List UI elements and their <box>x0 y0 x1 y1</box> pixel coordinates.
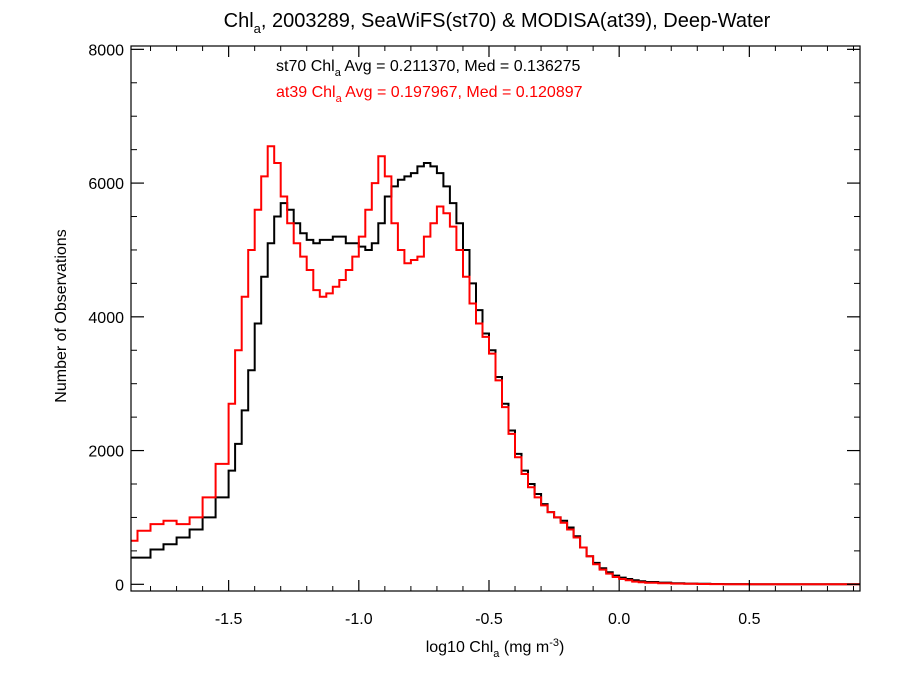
annotation-at39: at39 Chla Avg = 0.197967, Med = 0.120897 <box>276 84 583 105</box>
x-tick-label: -0.5 <box>475 611 503 628</box>
y-tick-label: 8000 <box>88 42 124 59</box>
ticks-layer: -1.5 -1.0 -0.5 0.0 0.5 0 2000 4000 6000 8000 <box>88 42 860 628</box>
series-line-1 <box>131 145 860 586</box>
x-tick-label: -1.0 <box>345 611 373 628</box>
y-tick-label: 6000 <box>88 176 124 193</box>
x-tick-label: 0.0 <box>608 611 630 628</box>
x-axis-label: log10 Chla (mg m-3) <box>426 637 565 660</box>
annotation-st70: st70 Chla Avg = 0.211370, Med = 0.136275 <box>276 58 581 79</box>
x-tick-label: -1.5 <box>215 611 243 628</box>
plot-frame <box>130 45 861 592</box>
series-layer <box>131 145 860 586</box>
chart-title: Chla, 2003289, SeaWiFS(st70) & MODISA(at… <box>224 10 771 36</box>
series-line-0 <box>131 162 860 586</box>
x-tick-label: 0.5 <box>738 611 760 628</box>
y-tick-label: 0 <box>115 577 124 594</box>
y-axis-label: Number of Observations <box>53 229 70 402</box>
y-tick-label: 2000 <box>88 444 124 461</box>
y-tick-label: 4000 <box>88 310 124 327</box>
